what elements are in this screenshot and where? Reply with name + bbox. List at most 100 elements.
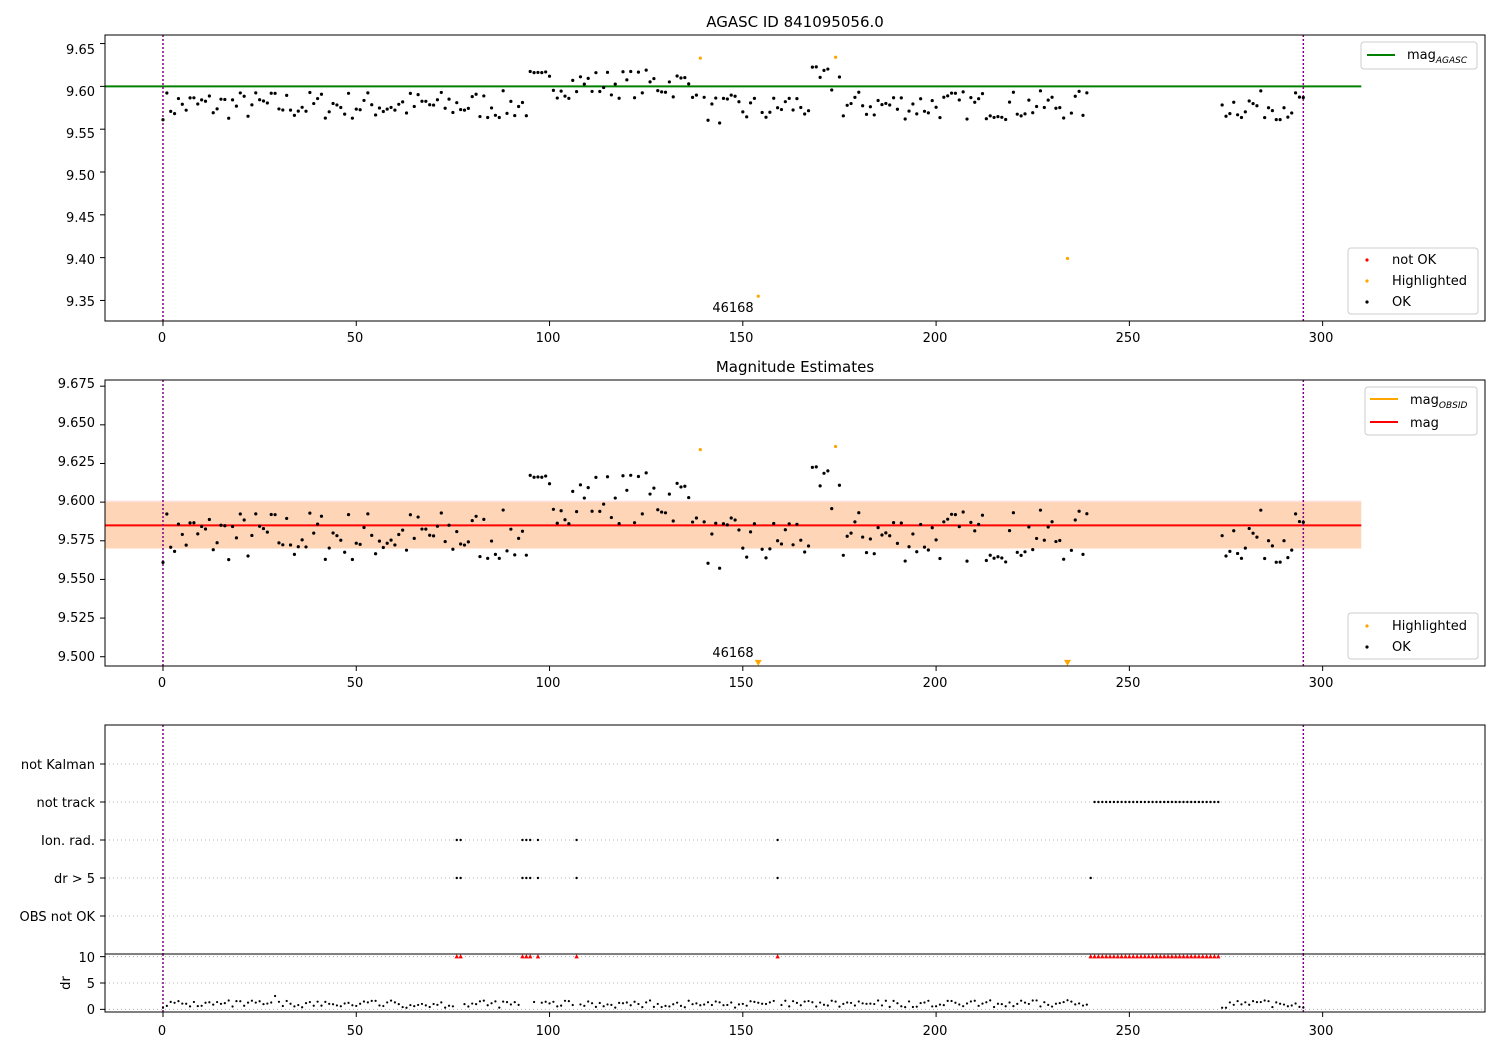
ok-point [1019, 553, 1023, 557]
dr-point [695, 1002, 698, 1005]
dr-point [436, 1003, 439, 1006]
ok-point [748, 101, 753, 105]
ok-point [200, 98, 204, 102]
flag-point [575, 876, 578, 880]
dr-point [1275, 1001, 1278, 1004]
ok-point [536, 475, 540, 479]
ok-point [462, 543, 467, 547]
dr-capped-marker [1181, 954, 1186, 959]
ok-point [687, 495, 691, 500]
dr-point [552, 1000, 555, 1003]
flag-point [1101, 800, 1104, 804]
dr-point [301, 1006, 304, 1009]
dr-point [846, 1001, 849, 1004]
ok-point [447, 523, 451, 527]
ok-point [1274, 560, 1278, 564]
ok-point [1085, 512, 1089, 516]
dr-point [1267, 1000, 1270, 1003]
dr-point [664, 1004, 667, 1008]
ok-point [613, 82, 617, 86]
dr-point [962, 1005, 965, 1008]
ok-point [443, 539, 447, 544]
ok-point [370, 533, 374, 537]
ok-point [861, 535, 865, 539]
dr-point [478, 1000, 482, 1003]
ok-point [571, 78, 575, 83]
ok-point [559, 89, 563, 93]
ok-point [184, 543, 188, 547]
ok-point [555, 521, 559, 525]
ok-point [1077, 509, 1081, 513]
ok-point [517, 104, 521, 109]
ok-point [810, 465, 814, 469]
ok-point [830, 88, 834, 92]
dr-point [853, 1004, 857, 1007]
ok-point [598, 509, 602, 514]
flag-point [1124, 800, 1127, 804]
ok-point [327, 546, 331, 550]
dr-point [992, 1005, 996, 1009]
dr-point [873, 1002, 876, 1006]
dr-point [652, 1005, 656, 1008]
dr-point [1027, 1002, 1030, 1006]
ok-point [544, 474, 548, 478]
flag-point [776, 876, 779, 880]
flag-point [1097, 800, 1100, 804]
dr-point [587, 1000, 590, 1003]
ok-point [783, 528, 787, 532]
dr-point [730, 1001, 733, 1004]
dr-point [270, 1001, 273, 1004]
flag-point [1139, 800, 1143, 804]
ok-point [1232, 529, 1236, 533]
dr-point [285, 999, 288, 1003]
flag-point [459, 838, 462, 842]
ok-point [161, 560, 165, 565]
dr-point [621, 1002, 625, 1005]
dr-point [173, 1001, 176, 1004]
ok-point [876, 98, 880, 103]
panel-1-legend-top: magAGASC [1360, 41, 1478, 70]
dr-point [896, 1002, 899, 1005]
dr-point [560, 1004, 563, 1007]
dr-point [1248, 1003, 1251, 1006]
panel-1-xtick-label: 300 [1309, 331, 1334, 346]
panel-2-xtick-label: 300 [1309, 676, 1334, 691]
ok-point [679, 76, 683, 80]
flag-point [1155, 800, 1158, 804]
dr-point [444, 1006, 447, 1009]
dr-point [954, 1001, 957, 1004]
dr-point [784, 999, 787, 1002]
ok-point [872, 552, 876, 556]
dr-point [726, 1003, 729, 1007]
ok-point [180, 102, 184, 106]
ok-point [861, 104, 865, 108]
ok-point [625, 78, 629, 82]
ok-point [1046, 98, 1050, 102]
dr-point [648, 999, 652, 1002]
dr-point [629, 1004, 632, 1007]
ok-point [942, 95, 946, 99]
ok-point [281, 543, 285, 547]
dr-point [420, 1002, 424, 1006]
panel-1-legend-bottom: not OK Highlighted OK [1347, 247, 1479, 315]
ok-point [424, 99, 428, 103]
dr-point [417, 1003, 420, 1007]
ok-point [381, 545, 385, 550]
ok-point [822, 68, 826, 73]
ok-point [721, 522, 726, 526]
ok-point [714, 521, 718, 525]
ok-point [335, 103, 339, 107]
dr-point [216, 1000, 219, 1004]
ok-point [207, 517, 211, 522]
ok-point [373, 552, 378, 556]
dr-point [219, 1002, 223, 1005]
dr-point [513, 1001, 516, 1004]
ok-point [459, 542, 463, 546]
ok-point [1023, 112, 1027, 116]
ok-point [493, 113, 498, 117]
dr-point [161, 1006, 165, 1009]
dr-point [482, 999, 485, 1002]
highlighted-point [756, 294, 760, 298]
flag-category-label: not Kalman [21, 758, 95, 773]
